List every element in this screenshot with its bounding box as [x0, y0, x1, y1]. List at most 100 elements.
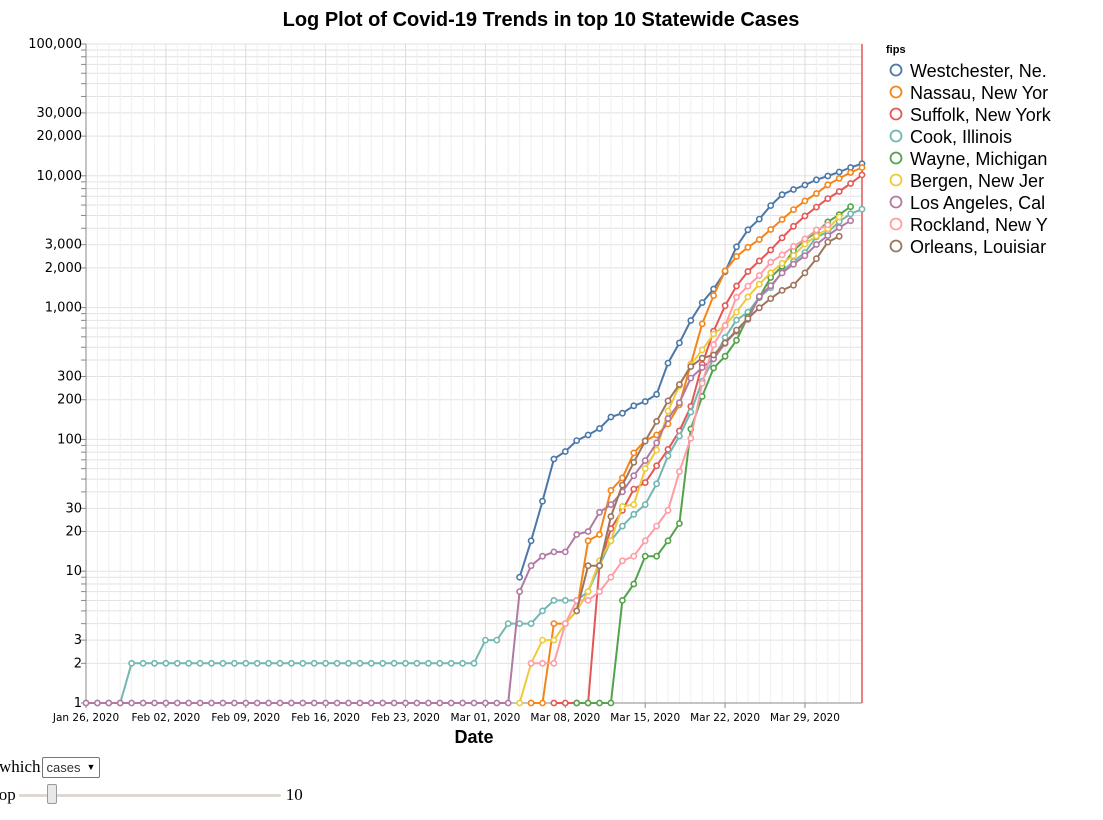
data-point	[322, 699, 329, 707]
data-point	[755, 236, 763, 243]
data-point	[733, 336, 740, 344]
data-point	[607, 413, 615, 421]
x-tick-label: Mar 22, 2020	[690, 712, 760, 724]
x-tick-label: Feb 16, 2020	[291, 712, 360, 724]
data-point	[436, 659, 444, 667]
x-tick-label: Feb 09, 2020	[211, 712, 280, 724]
data-point	[744, 243, 752, 251]
data-point	[253, 699, 261, 707]
data-point	[755, 257, 763, 265]
data-point	[573, 699, 581, 707]
data-point	[173, 659, 181, 667]
data-point	[813, 176, 820, 184]
data-point	[778, 286, 786, 294]
legend-symbol	[889, 107, 903, 121]
legend-symbol	[889, 151, 903, 165]
data-point	[641, 465, 649, 472]
legend: fips Westchester, Ne.Nassau, New YorSuffo…	[886, 44, 1052, 257]
data-point	[607, 501, 615, 508]
data-point	[470, 699, 478, 707]
data-point	[733, 308, 740, 316]
data-point	[847, 203, 854, 211]
data-point	[424, 659, 432, 667]
series-line	[86, 219, 852, 704]
data-point	[733, 293, 740, 301]
data-point	[459, 659, 466, 667]
data-point	[345, 699, 352, 707]
series-line	[575, 235, 840, 612]
data-point	[299, 699, 307, 707]
data-point	[413, 659, 421, 667]
data-point	[584, 588, 592, 595]
x-tick-label: Feb 23, 2020	[371, 712, 440, 724]
data-point	[390, 659, 398, 667]
data-point	[539, 552, 546, 560]
data-point	[630, 449, 638, 457]
data-point	[813, 190, 820, 197]
y-tick-label: 300	[57, 370, 82, 385]
data-point	[333, 659, 341, 667]
data-point	[619, 481, 626, 489]
y-tick-label: 2,000	[45, 261, 82, 276]
data-point	[539, 636, 546, 644]
top-slider[interactable]	[18, 784, 281, 806]
data-point	[493, 699, 501, 707]
data-point	[481, 636, 489, 644]
data-point	[584, 431, 592, 439]
data-point	[847, 210, 854, 218]
data-point	[847, 169, 854, 176]
data-point	[630, 472, 638, 480]
data-point	[641, 552, 649, 560]
data-point	[733, 316, 740, 324]
data-point	[653, 439, 660, 447]
data-point	[333, 699, 341, 707]
legend-label: Bergen, New Jer	[910, 171, 1044, 191]
data-point	[151, 699, 158, 707]
data-point	[755, 272, 763, 279]
y-tick-label: 1	[74, 696, 82, 711]
data-point	[664, 359, 672, 367]
data-point	[676, 339, 683, 347]
legend-label: Orleans, Louisiar	[910, 237, 1046, 257]
data-point	[653, 552, 660, 560]
slider-track	[18, 794, 281, 797]
data-point	[230, 699, 238, 707]
data-point	[561, 699, 569, 707]
which-select[interactable]: cases ▼	[41, 756, 101, 778]
data-point	[128, 659, 135, 667]
data-point	[230, 659, 238, 667]
data-point	[527, 659, 535, 667]
data-point	[527, 699, 535, 707]
data-point	[310, 699, 318, 707]
data-point	[790, 252, 797, 259]
y-tick-label: 20	[65, 525, 82, 540]
data-point	[733, 243, 740, 251]
data-point	[744, 282, 752, 290]
data-point	[619, 409, 626, 417]
data-point	[596, 562, 603, 570]
y-tick-label: 200	[57, 393, 82, 408]
data-point	[664, 537, 672, 545]
data-point	[733, 253, 740, 260]
data-point	[721, 352, 729, 360]
data-point	[287, 659, 295, 667]
x-tick-label: Feb 02, 2020	[132, 712, 201, 724]
data-point	[550, 597, 558, 604]
slider-thumb[interactable]	[46, 784, 57, 804]
which-select-value: cases	[46, 759, 81, 775]
data-point	[116, 699, 124, 707]
legend-label: Cook, Illinois	[910, 127, 1012, 147]
data-point	[767, 282, 775, 290]
data-point	[835, 174, 843, 182]
legend-title: fips	[886, 44, 906, 56]
x-tick-label: Jan 26, 2020	[52, 712, 119, 724]
data-point	[151, 659, 158, 667]
data-point	[584, 537, 592, 545]
data-point	[299, 659, 307, 667]
data-point	[755, 292, 763, 300]
legend-symbol	[889, 129, 903, 143]
data-point	[778, 191, 786, 199]
data-point	[413, 699, 421, 707]
series-6	[82, 217, 854, 707]
data-point	[664, 397, 672, 405]
